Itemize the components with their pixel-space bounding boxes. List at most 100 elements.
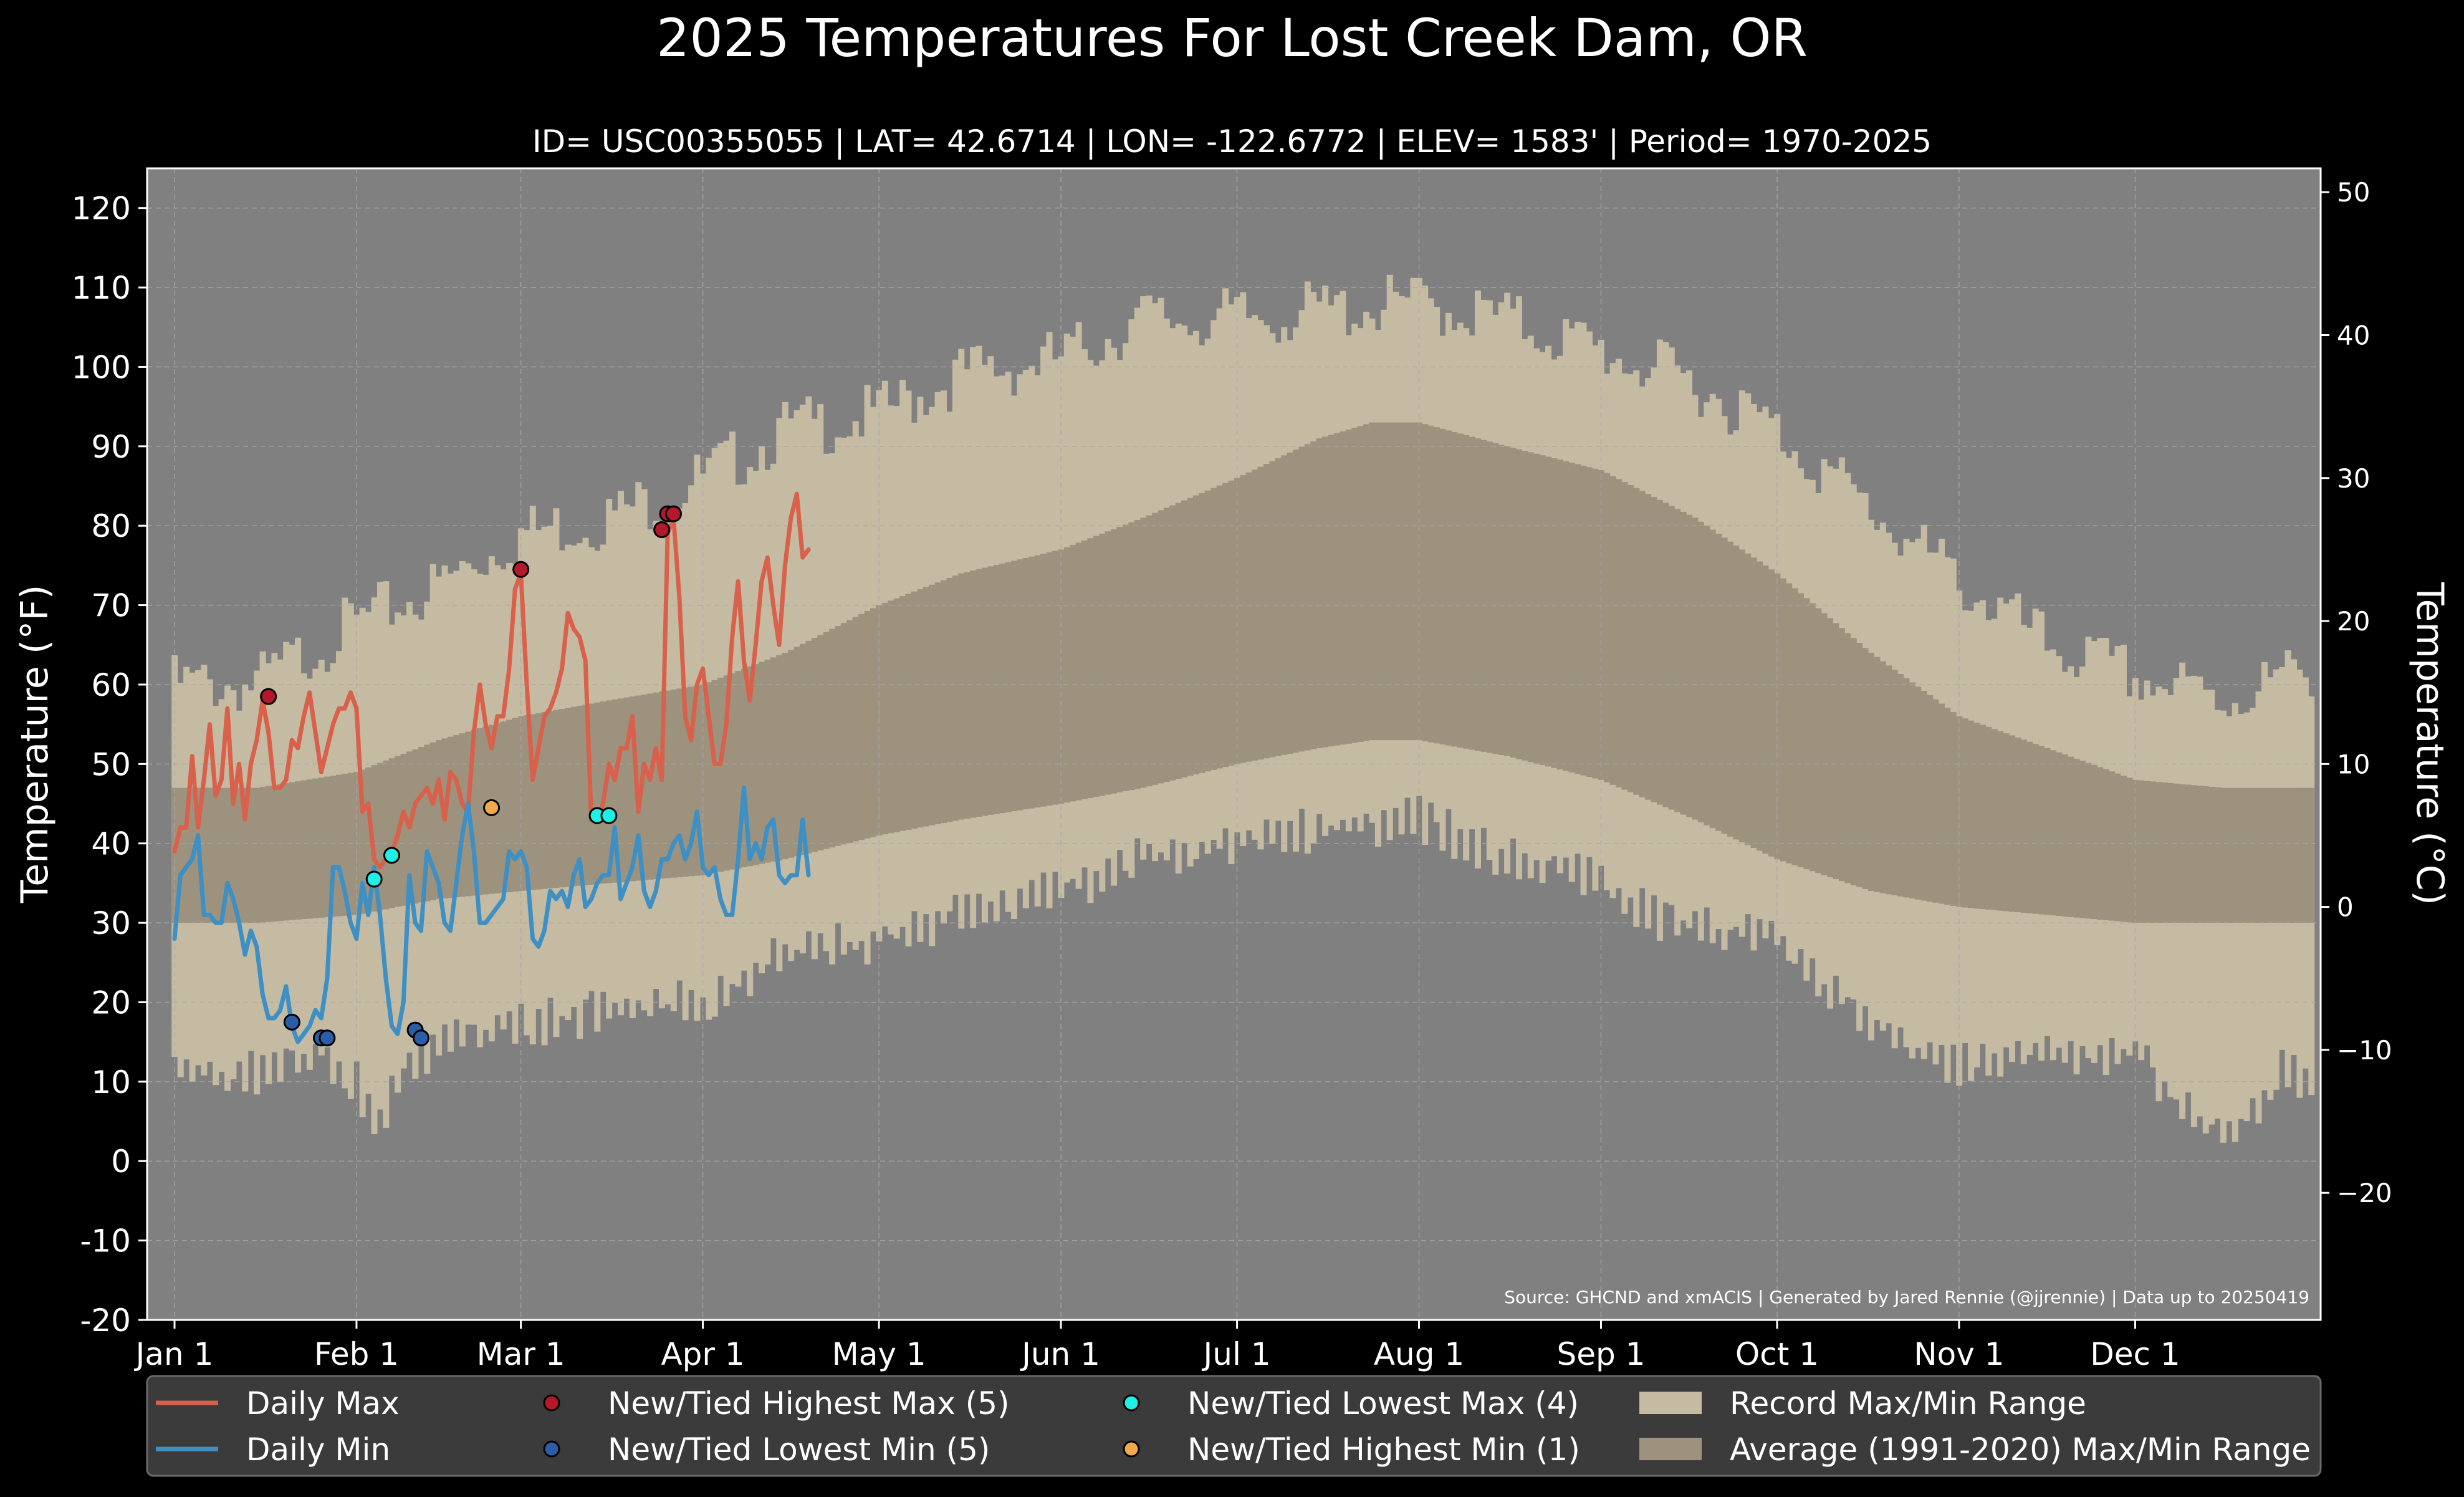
average-bar (2049, 750, 2056, 916)
average-bar (1527, 452, 1534, 763)
average-bar (905, 594, 912, 830)
average-bar (1257, 466, 1264, 760)
average-bar (171, 787, 178, 923)
average-bar (2020, 739, 2027, 913)
average-bar (1445, 430, 1452, 746)
average-bar (723, 675, 730, 871)
average-bar (1351, 428, 1358, 743)
record-dot (653, 521, 671, 539)
average-bar (2179, 784, 2186, 923)
average-bar (1357, 426, 1364, 742)
average-bar (524, 715, 530, 891)
average-bar (1592, 468, 1599, 779)
average-bar (1927, 695, 1934, 902)
average-bar (706, 682, 712, 874)
daily-max-line (172, 491, 811, 870)
average-bar (829, 628, 836, 848)
average-bar (1498, 445, 1505, 755)
y-tick-label: 110 (72, 270, 131, 306)
average-bar (1709, 529, 1716, 829)
average-bar (1269, 461, 1276, 758)
average-bar (1199, 493, 1206, 773)
average-bar (958, 573, 965, 820)
legend-label: New/Tied Highest Max (5) (608, 1385, 1010, 1422)
legend-label: New/Tied Highest Min (1) (1187, 1432, 1580, 1468)
average-bar (1439, 428, 1446, 744)
average-bar (2232, 787, 2238, 923)
average-bar (177, 787, 184, 923)
average-bar (324, 776, 331, 918)
average-bar (2038, 746, 2045, 915)
average-bar (2214, 787, 2221, 923)
average-bar (1504, 446, 1511, 756)
y-tick-label: 10 (91, 1064, 131, 1100)
average-bar (2220, 787, 2227, 923)
average-bar (242, 787, 249, 923)
average-bar (759, 662, 765, 864)
average-bar (1316, 438, 1323, 748)
average-bar (2015, 737, 2021, 913)
average-bar (1962, 718, 1968, 908)
average-bar (653, 692, 659, 879)
average-bar (1381, 422, 1388, 741)
average-bar (1105, 531, 1111, 795)
average-bar (1827, 618, 1834, 877)
average-bar (582, 705, 589, 885)
x-tick-label: Oct 1 (1735, 1336, 1819, 1372)
average-bar (870, 608, 876, 837)
average-bar (1956, 716, 1963, 907)
average-bar (1328, 435, 1335, 746)
y-tick-label: -20 (80, 1302, 131, 1339)
average-bar (547, 711, 554, 888)
average-bar (2161, 782, 2168, 923)
average-bar (1627, 484, 1634, 792)
average-bar (312, 778, 319, 918)
average-bar (717, 678, 724, 872)
average-bar (840, 623, 847, 845)
y-tick-label-right: 30 (2337, 463, 2370, 494)
average-bar (2085, 763, 2092, 919)
average-bar (606, 700, 613, 883)
y-tick-label: 30 (91, 905, 131, 941)
average-bar (453, 734, 460, 898)
record-dot (413, 1029, 430, 1047)
average-bar (1152, 513, 1159, 785)
average-bar (1245, 472, 1252, 762)
legend-label: Average (1991-2020) Max/Min Range (1730, 1432, 2311, 1468)
record-markers (260, 505, 682, 1047)
average-bar (1169, 505, 1176, 781)
y-tick-label: 0 (111, 1143, 131, 1180)
average-bar (2197, 786, 2203, 923)
average-bar (1111, 529, 1118, 794)
average-bar (911, 591, 918, 829)
average-bar (376, 763, 383, 911)
average-bar (2003, 733, 2010, 912)
average-bar (1656, 499, 1663, 805)
average-bar (1791, 588, 1798, 865)
y-tick-label: 20 (91, 984, 131, 1021)
average-bar (694, 685, 701, 876)
average-bar (682, 687, 689, 877)
y-tick-label: 100 (72, 349, 131, 385)
average-bar (295, 781, 302, 920)
record-dot (319, 1029, 336, 1047)
average-bar (1187, 498, 1194, 776)
average-bar (864, 611, 871, 839)
x-tick-label: Jan 1 (134, 1336, 214, 1372)
average-bar (835, 626, 841, 846)
legend-swatch-patch (1639, 1438, 1702, 1460)
x-tick-label: Jun 1 (1020, 1336, 1100, 1372)
average-bar (981, 567, 988, 816)
average-bar (641, 694, 648, 880)
average-bar (224, 787, 231, 923)
average-bar (881, 602, 888, 835)
average-bar (1786, 583, 1793, 864)
average-bar (752, 664, 759, 865)
average-bar (1474, 438, 1482, 751)
average-bar (782, 653, 789, 860)
average-bar (342, 774, 348, 916)
average-bar (2144, 781, 2150, 923)
average-bar (970, 570, 977, 818)
legend-box (146, 1375, 2322, 1477)
average-bar (1480, 440, 1487, 752)
